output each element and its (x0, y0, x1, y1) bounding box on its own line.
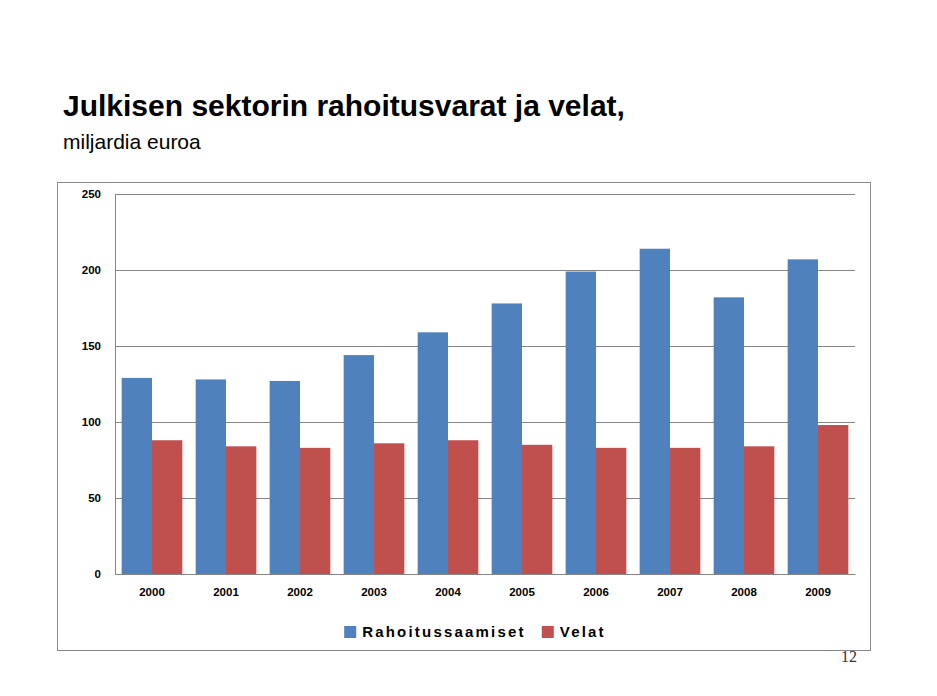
y-tick: 0 (95, 568, 115, 580)
bar (344, 355, 374, 574)
bar (566, 272, 596, 574)
bar (788, 259, 818, 574)
x-tick-label: 2006 (583, 586, 609, 598)
bar (522, 445, 552, 574)
y-tick-label: 250 (82, 188, 101, 200)
bars (122, 249, 849, 574)
y-tick-label: 0 (95, 568, 101, 580)
legend-label: Velat (560, 623, 606, 640)
y-tick: 200 (82, 264, 115, 276)
bar (818, 425, 848, 574)
bar (714, 297, 744, 574)
bar (744, 446, 774, 574)
x-tick-label: 2000 (139, 586, 165, 598)
chart-root: Julkisen sektorin rahoitusvarat ja velat… (0, 0, 937, 696)
subtitle: miljardia euroa (63, 130, 201, 153)
legend: Rahoitussaamiset Velat (344, 623, 606, 640)
y-tick-label: 150 (82, 340, 101, 352)
x-tick-label: 2009 (805, 586, 831, 598)
x-tick-label: 2007 (657, 586, 683, 598)
grid-line (115, 194, 855, 195)
grid-line (115, 574, 855, 575)
bar (596, 448, 626, 574)
grid (115, 195, 855, 575)
chart-frame (58, 183, 871, 651)
x-tick: 2006 (583, 574, 609, 598)
legend-swatch (344, 626, 356, 638)
bar (640, 249, 670, 574)
bar (226, 446, 256, 574)
bar (196, 379, 226, 574)
x-tick: 2004 (435, 574, 461, 598)
bar (122, 378, 152, 574)
y-tick-label: 100 (82, 416, 101, 428)
x-tick: 2002 (287, 574, 313, 598)
x-axis-line (116, 574, 856, 575)
bar (670, 448, 700, 574)
legend-swatch (542, 626, 554, 638)
grid-line (115, 270, 855, 271)
x-tick: 2008 (731, 574, 757, 598)
bar-series (152, 425, 848, 574)
x-tick: 2007 (657, 574, 683, 598)
bar (418, 332, 448, 574)
page-number: 12 (841, 648, 857, 665)
y-tick-label: 50 (88, 492, 101, 504)
x-tick-label: 2004 (435, 586, 461, 598)
x-tick-label: 2002 (287, 586, 313, 598)
legend-label: Rahoitussaamiset (362, 623, 526, 640)
y-tick: 50 (88, 492, 115, 504)
x-tick-label: 2001 (213, 586, 239, 598)
x-tick-label: 2005 (509, 586, 535, 598)
x-tick-label: 2003 (361, 586, 387, 598)
legend-item: Velat (542, 623, 606, 640)
x-tick: 2005 (509, 574, 535, 598)
legend-item: Rahoitussaamiset (344, 623, 526, 640)
bar (448, 440, 478, 574)
y-tick-label: 200 (82, 264, 101, 276)
bar (374, 443, 404, 574)
bar (300, 448, 330, 574)
y-tick: 100 (82, 416, 115, 428)
x-tick: 2001 (213, 574, 239, 598)
x-tick: 2003 (361, 574, 387, 598)
bar (152, 440, 182, 574)
bar (492, 303, 522, 574)
x-axis: 2000 2001 2002 2003 2004 2005 2006 2007 2008 2009 (116, 574, 856, 598)
x-tick: 2000 (139, 574, 165, 598)
x-tick: 2009 (805, 574, 831, 598)
bar (270, 381, 300, 574)
y-tick: 150 (82, 340, 115, 352)
x-tick-label: 2008 (731, 586, 757, 598)
y-axis-line (115, 195, 116, 575)
y-axis: 0 50 100 150 200 250 (82, 188, 116, 580)
y-tick: 250 (82, 188, 115, 200)
title: Julkisen sektorin rahoitusvarat ja velat… (63, 89, 625, 122)
bar-series (122, 249, 818, 574)
